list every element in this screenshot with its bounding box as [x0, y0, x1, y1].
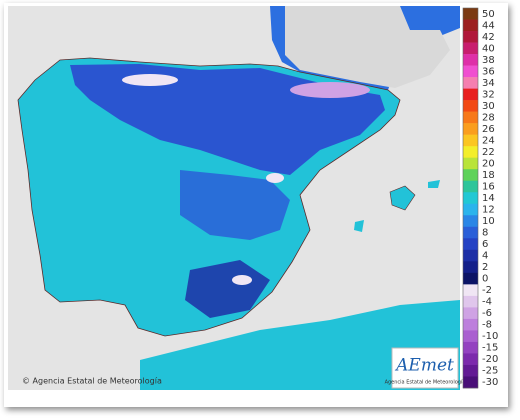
logo: AEmet [394, 356, 454, 376]
legend-label: -15 [482, 343, 498, 354]
france [285, 6, 450, 88]
legend-label: 32 [482, 89, 495, 100]
cold-south [185, 260, 270, 318]
cold-center [180, 170, 290, 240]
legend-label: 28 [482, 112, 495, 123]
legend-swatch [463, 261, 478, 274]
legend-label: -8 [482, 320, 492, 331]
legend-swatch [463, 31, 478, 43]
legend-swatch [463, 169, 478, 182]
logo-box [391, 347, 459, 389]
legend-label: -2 [482, 285, 492, 296]
legend-swatch [463, 54, 478, 66]
legend-swatch [463, 249, 478, 262]
legend-swatch [463, 100, 478, 112]
legend-swatch [463, 238, 478, 251]
africa [140, 300, 460, 390]
legend-label: -20 [482, 354, 498, 365]
legend-label: 0 [482, 274, 488, 285]
legend-label: 4 [482, 251, 488, 262]
legend-swatch [463, 318, 478, 331]
legend-label: -10 [482, 331, 498, 342]
legend-label: 20 [482, 158, 495, 169]
legend-swatch [463, 364, 478, 377]
legend-label: 36 [482, 66, 495, 77]
legend-label: 2 [482, 262, 488, 273]
legend-label: 42 [482, 32, 495, 43]
legend-label: 16 [482, 181, 495, 192]
legend-swatch [463, 203, 478, 216]
ibiza [354, 220, 364, 232]
legend-swatch [463, 111, 478, 124]
legend-swatch [463, 19, 478, 32]
legend-label: 6 [482, 239, 488, 250]
legend-swatch [463, 134, 478, 147]
legend-swatch [463, 146, 478, 158]
legend-label: 44 [482, 20, 495, 31]
legend-label: 40 [482, 43, 495, 54]
legend-label: -6 [482, 308, 492, 319]
legend-swatch [463, 65, 478, 78]
legend-label: -25 [482, 366, 498, 377]
legend-swatch [463, 42, 478, 55]
pyrenees-snow [290, 82, 370, 98]
sierra-snow [232, 275, 252, 285]
legend-label: 34 [482, 78, 495, 89]
legend-swatch [463, 77, 478, 89]
copyright: © Agencia Estatal de Meteorología [22, 377, 162, 386]
legend-swatch [463, 272, 478, 285]
legend-swatch [463, 330, 478, 343]
cantabrian-snow [122, 74, 178, 86]
legend-label: -30 [482, 377, 498, 388]
legend-swatch [463, 341, 478, 354]
legend-swatch [463, 157, 478, 170]
legend-label: 8 [482, 228, 488, 239]
mallorca [389, 185, 416, 211]
legend-label: 14 [482, 193, 495, 204]
legend-label: 22 [482, 147, 495, 158]
legend-label: 24 [482, 135, 495, 146]
logo-subtitle: Agencia Estatal de Meteorología [385, 379, 466, 386]
legend-swatch [463, 192, 478, 205]
legend-swatch [463, 376, 478, 389]
legend-swatch [463, 226, 478, 239]
legend-label: -4 [482, 297, 492, 308]
legend-label: 38 [482, 55, 495, 66]
menorca [428, 180, 440, 188]
legend-swatch [463, 123, 478, 135]
legend-swatch [463, 307, 478, 320]
legend-label: 18 [482, 170, 495, 181]
legend-swatch [463, 88, 478, 101]
legend-label: 12 [482, 205, 495, 216]
legend-label: 30 [482, 101, 495, 112]
legend-swatch [463, 215, 478, 228]
legend-swatch [463, 295, 478, 308]
legend-swatch [463, 353, 478, 366]
iberian-snow [266, 173, 284, 183]
legend-label: 10 [482, 216, 495, 227]
legend-label: 26 [482, 124, 495, 135]
legend-swatch [463, 180, 478, 193]
legend-swatch [463, 8, 478, 20]
legend-label: 50 [482, 9, 495, 20]
legend-swatch [463, 284, 478, 297]
legend-frame [462, 7, 479, 389]
